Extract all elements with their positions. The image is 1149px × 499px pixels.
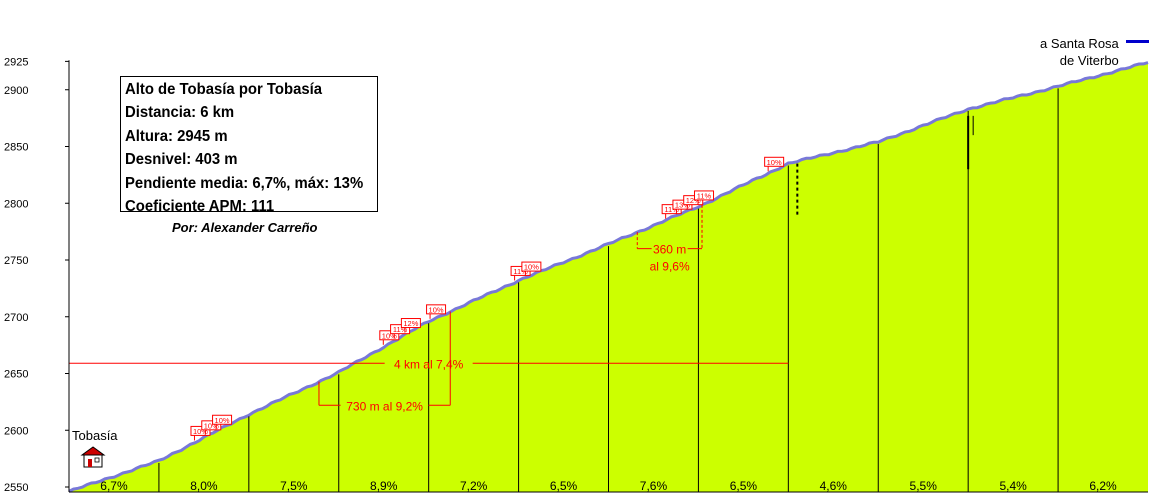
y-axis: 2550 2600 2650 2700 2750 2800 2850 2900 2925 (4, 56, 1148, 494)
segment-gradient-label: 6,5% (730, 479, 758, 493)
segment-gradient-labels: 6,7% 8,0% 7,5% 8,9% 7,2% 6,5% 7,6% 6,5% 4,6% 5,5%… (100, 479, 1117, 493)
y-tick-label: 2600 (4, 425, 28, 437)
distance-markers (796, 115, 974, 215)
y-tick-label: 2650 (4, 369, 28, 381)
segment-dividers (158, 88, 1059, 492)
y-tick-label: 2900 (4, 85, 28, 97)
y-tick-label: 2750 (4, 255, 28, 267)
gradient-flag-label: 10% (215, 416, 230, 425)
gradient-flag-box (521, 261, 542, 272)
y-tick-label: 2550 (4, 482, 28, 494)
gradient-flag-label: 12% (403, 319, 418, 328)
y-tick-label: 2800 (4, 198, 28, 210)
y-tick-label: 2925 (4, 56, 28, 68)
segment-gradient-label: 6,2% (1089, 479, 1117, 493)
gradient-flag-label: 12% (686, 196, 701, 205)
destination-line-2: de Viterbo (1059, 53, 1119, 68)
segment-gradient-label: 7,2% (460, 479, 488, 493)
y-tick-label: 2850 (4, 142, 28, 154)
gradient-flag-label: 10% (382, 331, 397, 340)
gradient-flag-box (212, 414, 233, 425)
segment-gradient-label: 5,4% (999, 479, 1027, 493)
author-credit: Por: Alexander Carreño (172, 220, 318, 235)
gradient-flag-label: 11% (393, 325, 408, 334)
gradient-flag-box (379, 330, 400, 341)
annotation-label: 730 m al 9,2% (346, 399, 423, 413)
gradient-flag-label: 10% (193, 427, 208, 436)
segment-gradient-label: 5,5% (910, 479, 938, 493)
segment-gradient-label: 6,7% (100, 479, 128, 493)
gradient-flag-box (201, 420, 222, 431)
gradient-flag-label: 10% (429, 305, 444, 314)
gradient-flag-label: 11% (513, 267, 528, 276)
climb-distance: Distancia: 6 km (125, 104, 235, 122)
gradient-flag-box (190, 425, 211, 436)
segment-gradient-label: 4,6% (820, 479, 848, 493)
gradient-flag-label: 10% (524, 263, 539, 272)
gradient-flag-label: 11% (697, 191, 712, 200)
segment-gradient-label: 8,9% (370, 479, 398, 493)
gradient-flag-label: 13% (675, 201, 690, 210)
gradient-flag-box (426, 304, 447, 315)
segment-gradient-label: 7,6% (640, 479, 668, 493)
annotation-label-2: al 9,6% (650, 260, 690, 274)
climb-title: Alto de Tobasía por Tobasía (125, 81, 323, 98)
climb-gain: Desnivel: 403 m (125, 151, 238, 169)
gradient-flag-box (694, 190, 715, 201)
climb-info-box: Alto de Tobasía por Tobasía Distancia: 6… (120, 76, 378, 215)
house-icon (80, 446, 106, 468)
y-tick-label: 2700 (4, 312, 28, 324)
destination-line-1: a Santa Rosa (1040, 36, 1119, 51)
annotation-label: 360 m (653, 243, 686, 257)
gradient-flag-box (390, 324, 411, 335)
gradient-flag-label: 10% (204, 421, 219, 430)
start-label: Tobasía (72, 428, 118, 443)
gradient-flags: 10%10%10%10%11%12%10%11%10%11%13%12%11%1… (190, 156, 785, 441)
profile-line (68, 61, 1149, 493)
segment-gradient-label: 6,5% (550, 479, 578, 493)
segment-gradient-label: 8,0% (190, 479, 218, 493)
segment-gradient-label: 7,5% (280, 479, 308, 493)
climb-gradient: Pendiente media: 6,7%, máx: 13% (125, 174, 364, 192)
climb-height: Altura: 2945 m (125, 127, 228, 145)
gradient-flag-label: 11% (664, 205, 679, 214)
annotation-label: 4 km al 7,4% (394, 357, 464, 371)
destination-label: a Santa Rosa de Viterbo (1040, 35, 1119, 69)
gradient-flag-label: 10% (767, 158, 782, 167)
gradient-flag-box (400, 318, 421, 329)
gradient-flag-box (764, 156, 785, 167)
climb-coefficient: Coeficiente APM: 111 (125, 198, 275, 216)
gradient-annotations: 4 km al 7,4% 730 m al 9,2% 360 m al 9,6% (69, 204, 789, 413)
destination-legend-line (1126, 40, 1149, 43)
